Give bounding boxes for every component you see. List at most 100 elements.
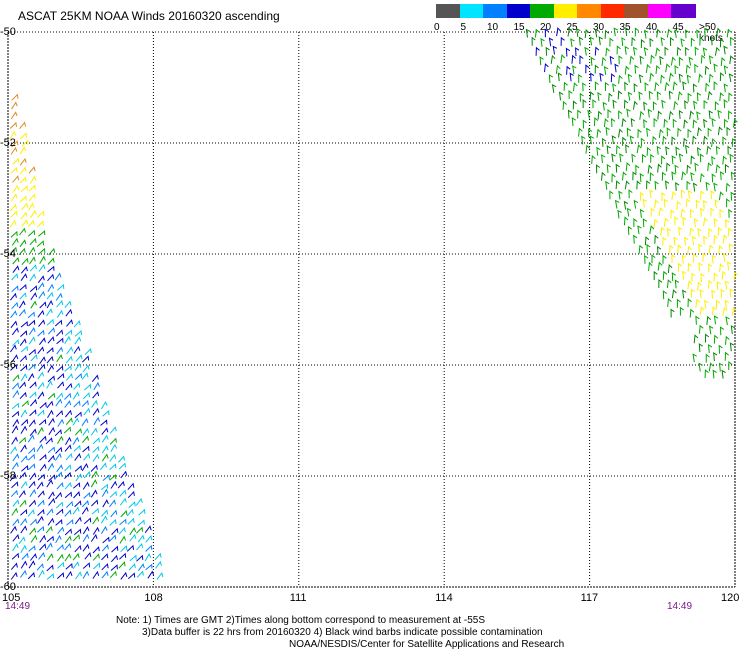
wind-barb <box>9 121 17 129</box>
lon-tick-label: 117 <box>580 592 599 604</box>
wind-barb <box>29 285 38 292</box>
wind-barb <box>700 273 705 283</box>
wind-barb <box>144 553 152 562</box>
wind-barb <box>672 81 678 91</box>
wind-barb <box>663 118 669 128</box>
wind-barb <box>38 290 46 299</box>
wind-barb <box>717 226 723 236</box>
wind-barb <box>662 135 667 145</box>
wind-barb <box>653 218 659 228</box>
wind-barb <box>10 146 18 155</box>
wind-barb <box>19 132 28 140</box>
wind-barb <box>678 153 684 163</box>
wind-barb <box>718 344 723 354</box>
wind-barb <box>74 336 82 345</box>
wind-barb <box>72 552 80 561</box>
wind-barb <box>712 306 717 316</box>
wind-barb <box>690 155 695 165</box>
wind-barb <box>658 128 664 138</box>
wind-barb <box>29 518 38 526</box>
wind-barb <box>675 146 680 156</box>
wind-barb <box>46 400 54 409</box>
wind-barb <box>661 171 667 181</box>
wind-barb <box>39 534 47 543</box>
wind-barb <box>726 198 731 208</box>
wind-barb <box>56 329 64 337</box>
wind-barb <box>697 281 702 291</box>
wind-barb <box>713 334 719 344</box>
wind-barb <box>669 244 674 254</box>
wind-barb <box>30 354 38 362</box>
wind-barb <box>11 402 20 410</box>
wind-barb <box>605 180 610 190</box>
wind-barb <box>137 519 145 527</box>
wind-barb <box>10 363 18 371</box>
wind-barb <box>690 172 695 181</box>
wind-barb <box>627 225 632 235</box>
wind-barb <box>692 353 697 363</box>
note-line-1: Note: 1) Times are GMT 2)Times along bot… <box>116 615 486 626</box>
wind-barb <box>706 145 712 155</box>
wind-barb <box>127 482 135 491</box>
wind-barb <box>671 155 676 165</box>
wind-barb <box>649 37 654 47</box>
wind-barb <box>90 479 98 488</box>
wind-barb <box>719 362 724 372</box>
wind-barb <box>671 289 677 299</box>
wind-barb <box>39 301 47 309</box>
wind-barb <box>65 436 72 445</box>
wind-barb <box>92 516 100 525</box>
wind-barb <box>730 191 735 201</box>
wind-barb <box>27 311 35 319</box>
wind-barb <box>711 137 716 147</box>
wind-barb <box>154 552 162 561</box>
wind-barb <box>700 190 705 200</box>
wind-barb <box>671 191 677 201</box>
wind-barb <box>109 534 117 542</box>
legend-label: 10 <box>487 22 499 33</box>
wind-barb <box>624 81 629 91</box>
wind-barb <box>680 208 686 218</box>
wind-barb <box>37 275 45 284</box>
wind-barb <box>665 180 670 190</box>
wind-barb <box>581 135 586 145</box>
wind-barb <box>48 417 55 426</box>
wind-barb <box>100 483 109 491</box>
wind-barb <box>584 29 590 39</box>
wind-barb <box>156 572 164 580</box>
wind-barb <box>711 36 716 46</box>
wind-barb <box>683 137 688 147</box>
wind-barb <box>82 435 89 444</box>
legend-label: 0 <box>434 22 440 33</box>
wind-barb <box>111 527 119 535</box>
wind-barb <box>633 199 639 209</box>
wind-barb <box>707 344 713 354</box>
wind-barb <box>689 208 695 218</box>
wind-barb <box>74 373 82 380</box>
wind-barb <box>100 462 107 471</box>
wind-barb <box>73 345 81 354</box>
wind-barb <box>72 391 80 400</box>
wind-barb <box>20 525 28 534</box>
wind-barb <box>723 83 729 93</box>
wind-barb <box>29 381 37 389</box>
wind-barb <box>726 261 732 271</box>
wind-barb <box>657 163 662 173</box>
wind-barb <box>724 351 730 361</box>
wind-barb <box>10 111 18 120</box>
wind-barb <box>719 92 724 102</box>
wind-barb <box>93 416 101 425</box>
legend-swatch <box>459 4 485 18</box>
wind-barb <box>56 508 64 516</box>
wind-barb <box>562 100 568 110</box>
wind-barb <box>654 234 659 244</box>
wind-barb <box>560 36 565 46</box>
wind-barb <box>64 335 71 344</box>
wind-barb <box>705 333 710 343</box>
wind-barb <box>710 190 715 200</box>
wind-barb <box>63 426 72 434</box>
wind-barb <box>599 72 604 82</box>
wind-barb <box>667 279 672 289</box>
wind-barb <box>21 219 29 227</box>
wind-barb <box>598 36 603 46</box>
